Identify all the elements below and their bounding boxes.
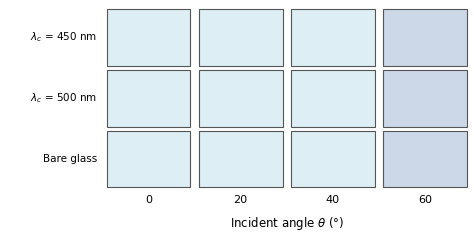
Text: Bare glass: Bare glass <box>43 154 97 164</box>
Text: 0: 0 <box>145 195 152 205</box>
Bar <box>199 70 283 127</box>
Text: $\lambda_c$ = 450 nm: $\lambda_c$ = 450 nm <box>30 31 97 44</box>
Bar <box>199 131 283 187</box>
Bar <box>291 131 374 187</box>
Bar <box>383 70 467 127</box>
Bar <box>199 9 283 66</box>
Bar <box>107 70 190 127</box>
Text: 60: 60 <box>418 195 432 205</box>
Text: 40: 40 <box>326 195 340 205</box>
Text: 20: 20 <box>234 195 248 205</box>
Bar <box>383 9 467 66</box>
Bar <box>383 131 467 187</box>
Bar <box>107 9 190 66</box>
Bar <box>291 9 374 66</box>
Bar <box>107 131 190 187</box>
Text: $\lambda_c$ = 500 nm: $\lambda_c$ = 500 nm <box>30 91 97 105</box>
Text: Incident angle $\theta$ (°): Incident angle $\theta$ (°) <box>229 215 344 232</box>
Bar <box>291 70 374 127</box>
